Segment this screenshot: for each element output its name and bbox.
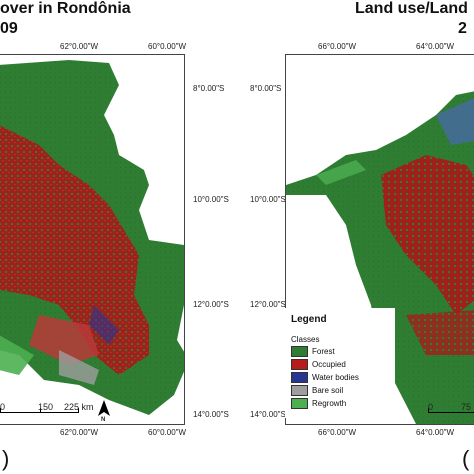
right-scale-label-0: 0 [428,402,434,412]
occupied-swatch [291,359,308,370]
legend-item-label: Water bodies [312,373,359,382]
right-scale-label-75: 75 [461,402,472,412]
left-map-title-line1: over in Rondônia [0,0,131,17]
left-map-title-line2: 09 [0,20,18,37]
left-top-coord-2: 60°0.00"W [148,42,187,51]
legend: Legend Classes Forest Occupied Water bod… [285,308,395,418]
legend-item-occupied: Occupied [291,359,346,370]
left-scale-label-0: 0 [0,402,6,412]
right-top-coord-1: 66°0.00"W [318,42,357,51]
right-left-coord-2: 10°0.00"S [250,195,286,204]
right-left-coord-4: 14°0.00"S [250,410,286,419]
legend-item-regrowth: Regrowth [291,398,346,409]
left-map-graphic [0,60,184,415]
right-map-title-line1: Land use/Land [355,0,468,17]
left-bottom-coord-2: 60°0.00"W [148,428,187,437]
right-bottom-coord-1: 66°0.00"W [318,428,357,437]
forest-swatch [291,346,308,357]
right-panel-label: ( [462,446,470,471]
right-top-coord-2: 64°0.00"W [416,42,455,51]
legend-title: Legend [291,314,327,325]
legend-item-water: Water bodies [291,372,359,383]
north-arrow-icon [97,400,111,422]
legend-item-forest: Forest [291,346,335,357]
left-right-coord-2: 10°0.00"S [193,195,229,204]
right-map-graphic [286,91,474,424]
bare-soil-swatch [291,385,308,396]
legend-item-label: Occupied [312,360,346,369]
left-right-coord-3: 12°0.00"S [193,300,229,309]
left-panel-label: ) [2,446,10,471]
legend-item-label: Bare soil [312,386,344,395]
legend-subtitle: Classes [291,335,320,344]
north-label: N [101,417,106,423]
regrowth-swatch [291,398,308,409]
left-right-coord-1: 8°0.00"S [193,84,225,93]
left-scale-label-225: 225 km [64,402,94,412]
right-bottom-coord-2: 64°0.00"W [416,428,455,437]
left-right-coord-4: 14°0.00"S [193,410,229,419]
water-swatch [291,372,308,383]
right-left-coord-3: 12°0.00"S [250,300,286,309]
right-left-coord-1: 8°0.00"S [250,84,282,93]
right-scale-bar [428,400,474,415]
right-map-title-line2: 2 [458,20,467,37]
legend-item-label: Regrowth [312,399,347,408]
left-scale-bar [0,400,80,415]
legend-item-bare-soil: Bare soil [291,385,343,396]
left-map-frame [0,54,185,425]
left-scale-label-150: 150 [38,402,54,412]
legend-item-label: Forest [312,347,335,356]
left-bottom-coord-1: 62°0.00"W [60,428,99,437]
left-top-coord-1: 62°0.00"W [60,42,99,51]
